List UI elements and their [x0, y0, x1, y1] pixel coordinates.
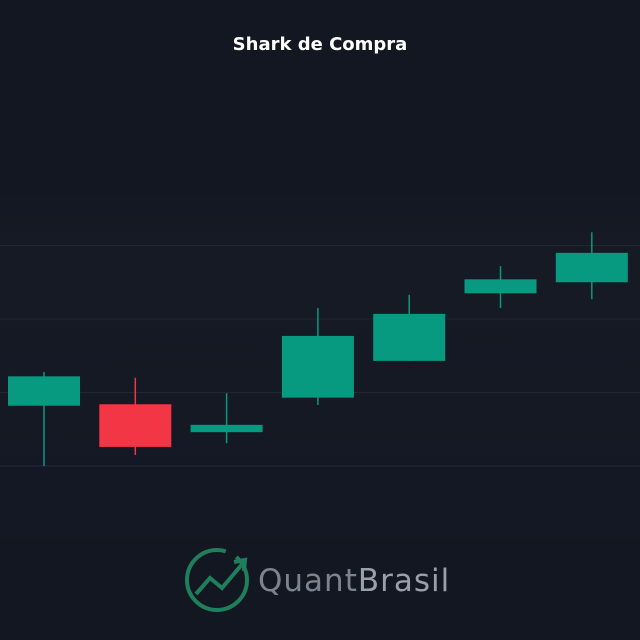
candle-body: [99, 404, 172, 447]
logo-part: Quant: [258, 563, 358, 599]
logo: [185, 548, 249, 612]
candle-body: [8, 376, 80, 406]
candle-body: [281, 335, 354, 398]
candle-body: [555, 252, 628, 283]
logo-arrowhead: [233, 557, 248, 572]
logo-text: QuantBrasil: [258, 563, 450, 599]
logo-arrow: [194, 560, 246, 596]
logo-part: Brasil: [358, 563, 450, 599]
candle-body: [190, 424, 263, 433]
logo-ring: [185, 548, 249, 612]
candle-body: [373, 313, 446, 361]
chart-title: Shark de Compra: [233, 34, 408, 55]
candle-body: [464, 279, 537, 294]
